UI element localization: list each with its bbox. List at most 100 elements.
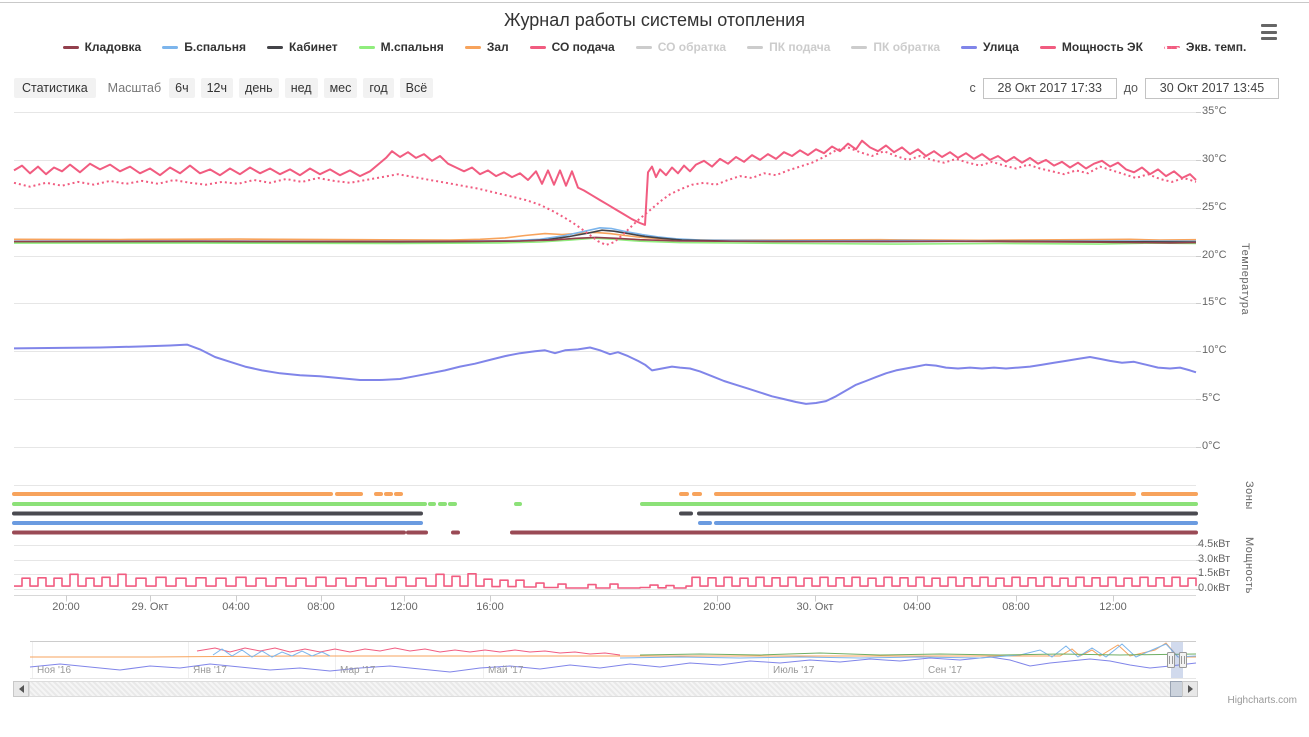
x-axis-tick-label: 12:00: [390, 601, 418, 613]
range-button-6[interactable]: год: [363, 78, 394, 98]
x-axis-tick-label: 20:00: [52, 601, 80, 613]
legend: Кладовка Б.спальня Кабинет М.спальня Зал СО п…: [0, 40, 1309, 54]
x-axis-tick-label: 04:00: [903, 601, 931, 613]
scrollbar-track[interactable]: [29, 681, 1182, 697]
series-mspalnya: [14, 237, 1197, 245]
range-button-5[interactable]: мес: [323, 78, 358, 98]
legend-item-1[interactable]: Кладовка: [62, 40, 142, 54]
navigator-selection-mask[interactable]: [1171, 642, 1183, 678]
legend-item-10[interactable]: Улица: [961, 40, 1019, 54]
temperature-tick-label: 30°C: [1202, 152, 1227, 165]
temperature-tick-label: 0°C: [1202, 440, 1221, 452]
power-tick-label: 1.5кВт: [1198, 567, 1231, 580]
arrow-left-icon: [18, 685, 24, 693]
x-axis-tick-label: 12:00: [1099, 601, 1127, 613]
zones-axis-title: Зоны: [1243, 481, 1255, 510]
legend-item-8[interactable]: ПК подача: [747, 40, 830, 54]
legend-line-icon: [851, 45, 868, 49]
legend-label: Б.спальня: [184, 40, 247, 54]
date-to-label: до: [1123, 81, 1138, 95]
statistics-button[interactable]: Статистика: [14, 78, 96, 98]
navigator-nav-bspalnya-2: [619, 643, 1197, 659]
legend-line-icon: [529, 45, 546, 49]
date-to-input[interactable]: [1145, 77, 1279, 99]
legend-item-11[interactable]: Мощность ЭК: [1039, 40, 1143, 54]
range-button-2[interactable]: 12ч: [200, 78, 234, 98]
temperature-axis-title: Температура: [1239, 243, 1251, 316]
legend-line-icon: [747, 45, 764, 49]
legend-line-icon: [961, 45, 978, 49]
zoom-label: Масштаб: [107, 81, 162, 95]
legend-label: Улица: [983, 40, 1019, 54]
series-lines: [13, 139, 1197, 589]
x-axis-tick-label: 29. Окт: [131, 601, 169, 613]
legend-label: ПК обратка: [873, 40, 941, 54]
toolbar: Статистика Масштаб 6ч 12ч день нед мес год Всё…: [14, 77, 1279, 99]
legend-label: М.спальня: [380, 40, 444, 54]
legend-item-3[interactable]: Кабинет: [267, 40, 338, 54]
export-menu-button[interactable]: [1261, 24, 1279, 40]
scrollbar-right-button[interactable]: [1182, 681, 1198, 697]
hamburger-icon: [1261, 24, 1277, 27]
legend-item-7[interactable]: СО обратка: [635, 40, 726, 54]
temperature-tick-label: 5°C: [1202, 392, 1221, 405]
legend-label: Кладовка: [84, 40, 142, 54]
arrow-right-icon: [1187, 685, 1193, 693]
zone-stripes: [12, 492, 1198, 535]
navigator[interactable]: [29, 641, 1197, 679]
legend-item-4[interactable]: М.спальня: [358, 40, 444, 54]
navigator-nav-bspalnya-1: [212, 648, 331, 658]
x-axis-tick-label: 08:00: [1002, 601, 1030, 613]
navigator-nav-zal: [30, 642, 1196, 658]
range-button-3[interactable]: день: [239, 78, 279, 98]
navigator-handle-right[interactable]: [1179, 652, 1187, 668]
legend-label: Зал: [486, 40, 509, 54]
legend-label: СО подача: [551, 40, 615, 54]
legend-label: Мощность ЭК: [1061, 40, 1143, 54]
power-tick-label: 4.5кВт: [1198, 537, 1231, 550]
x-axis-tick-label: 30. Окт: [796, 601, 834, 613]
legend-line-icon: [1163, 45, 1180, 49]
range-button-4[interactable]: нед: [284, 78, 318, 98]
temperature-tick-label: 15°C: [1202, 296, 1227, 309]
legend-item-6[interactable]: СО подача: [529, 40, 615, 54]
range-button-7[interactable]: Всё: [399, 78, 434, 98]
temperature-tick-label: 10°C: [1202, 344, 1227, 357]
chart-title: Журнал работы системы отопления: [504, 10, 805, 30]
x-axis-tick-label: 16:00: [476, 601, 504, 613]
navigator-handle-left[interactable]: [1167, 652, 1175, 668]
range-button-1[interactable]: 6ч: [169, 78, 195, 98]
series-ekv-temp: [13, 146, 1197, 246]
legend-item-9[interactable]: ПК обратка: [851, 40, 940, 54]
highcharts-credit[interactable]: Highcharts.com: [1227, 695, 1297, 706]
legend-label: Экв. темп.: [1185, 40, 1247, 54]
legend-item-12[interactable]: Экв. темп.: [1163, 40, 1247, 54]
navigator-tick-label: Июль '17: [773, 665, 815, 676]
hamburger-icon-bar: [1261, 37, 1277, 40]
power-axis-title: Мощность: [1243, 537, 1255, 594]
navigator-tick-label: Май '17: [488, 665, 524, 676]
legend-item-5[interactable]: Зал: [464, 40, 509, 54]
hamburger-icon-bar: [1261, 30, 1277, 34]
legend-line-icon: [635, 45, 652, 49]
power-tick-label: 0.0кВт: [1198, 582, 1231, 594]
navigator-nav-mspalnya: [639, 652, 1197, 656]
legend-label: Кабинет: [289, 40, 338, 54]
legend-line-icon: [62, 45, 79, 49]
power-tick-label: 3.0кВт: [1198, 552, 1231, 565]
legend-item-2[interactable]: Б.спальня: [162, 40, 246, 54]
series-kladovka: [13, 236, 1197, 244]
series-moshchnost-ek: [14, 573, 1197, 589]
temperature-tick-label: 25°C: [1202, 200, 1227, 213]
navigator-tick-label: Янв '17: [193, 665, 227, 676]
legend-line-icon: [267, 45, 284, 49]
legend-line-icon: [162, 45, 179, 49]
navigator-tick-label: Ноя '16: [37, 665, 72, 676]
top-divider: [0, 2, 1309, 3]
date-from-input[interactable]: [982, 77, 1117, 99]
scrollbar-left-button[interactable]: [13, 681, 29, 697]
navigator-tick-label: Мар '17: [340, 665, 376, 676]
navigator-nav-ulitsa: [29, 656, 1197, 673]
legend-label: ПК подача: [769, 40, 831, 54]
